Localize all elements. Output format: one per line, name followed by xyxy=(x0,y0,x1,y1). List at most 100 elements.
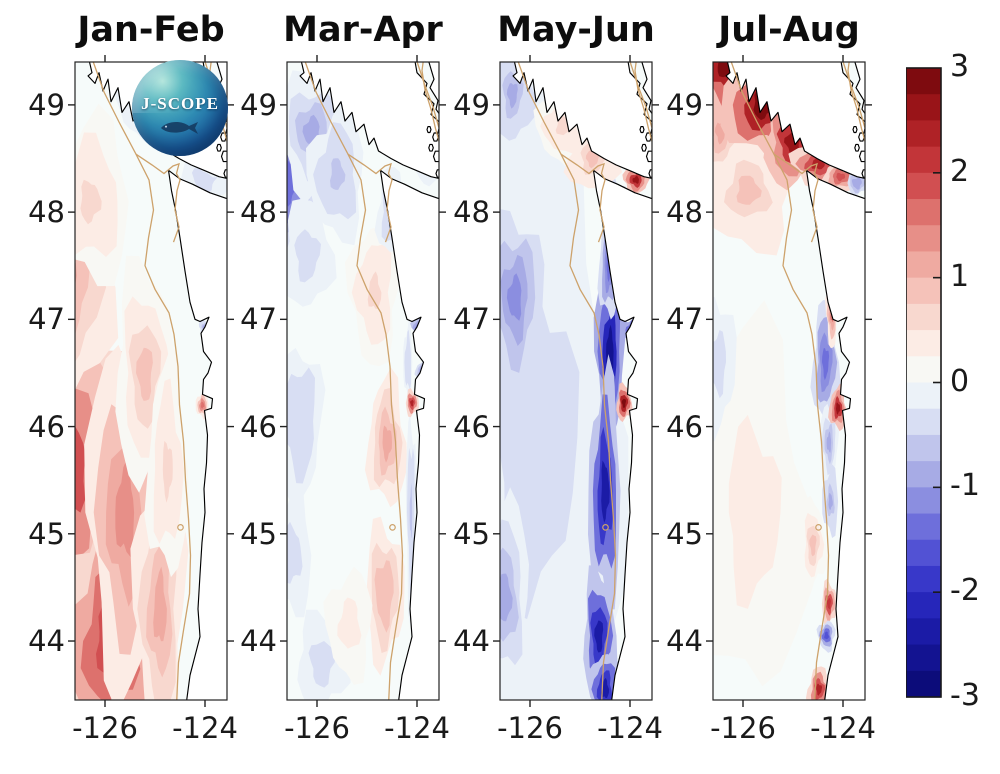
bathymetry-contour xyxy=(773,153,819,243)
bathymetry-contour xyxy=(92,62,192,700)
lat-tick-label: 49 xyxy=(240,87,277,122)
lat-tick-label: 47 xyxy=(453,302,490,337)
colorbar xyxy=(906,67,942,698)
panel-title-may-jun: May-Jun xyxy=(497,10,655,50)
coastline-mainland-bc xyxy=(428,62,439,115)
lon-tick-label: -126 xyxy=(72,711,138,745)
colorbar-band xyxy=(906,592,941,619)
axis-ticks xyxy=(280,55,446,707)
lat-tick-label: 47 xyxy=(28,302,65,337)
colorbar-band xyxy=(906,330,941,357)
map-layers xyxy=(75,62,227,700)
bathymetry-contour-loop xyxy=(177,524,184,531)
bathymetry-contour xyxy=(304,62,404,700)
lon-tick-label: -124 xyxy=(172,711,238,745)
bathymetry-contour xyxy=(416,62,439,143)
colorbar-tick-label: -3 xyxy=(950,678,980,713)
island xyxy=(854,143,860,152)
map-layers xyxy=(287,62,439,700)
island xyxy=(426,126,432,134)
lat-tick-label: 49 xyxy=(666,87,703,122)
lat-tick-label: 45 xyxy=(666,516,703,551)
lat-tick-label: 46 xyxy=(28,409,65,444)
colorbar-band xyxy=(906,172,941,200)
colorbar-band xyxy=(906,565,941,593)
colorbar-band xyxy=(906,382,941,410)
colorbar-band xyxy=(906,487,941,515)
bathymetry-contour xyxy=(517,62,617,700)
bathymetry-contour xyxy=(135,153,181,243)
lat-tick-label: 49 xyxy=(28,87,65,122)
map-canvas-jul-aug xyxy=(706,55,872,707)
map-layers xyxy=(500,62,652,700)
lat-tick-label: 44 xyxy=(453,624,490,659)
bathymetry-contour xyxy=(842,62,865,143)
colorbar-band xyxy=(906,303,941,331)
lat-tick-label: 44 xyxy=(28,624,65,659)
coastline-mainland-bc xyxy=(641,62,652,115)
lon-tick-label: -126 xyxy=(284,711,350,745)
lat-tick-label: 48 xyxy=(453,195,490,230)
map-panel-mar-apr xyxy=(278,53,448,709)
colorbar-band xyxy=(906,199,941,226)
bathymetry-contour-loop xyxy=(815,524,822,531)
colorbar-band xyxy=(906,434,941,462)
fish-icon xyxy=(161,122,198,134)
lon-tick-label: -124 xyxy=(810,711,876,745)
island xyxy=(639,126,645,134)
lat-tick-label: 46 xyxy=(666,409,703,444)
bathymetry-contour xyxy=(730,62,830,700)
lat-tick-label: 44 xyxy=(240,624,277,659)
axes-frame xyxy=(712,61,866,701)
colorbar-tick-label: 3 xyxy=(950,49,970,84)
lat-tick-label: 44 xyxy=(666,624,703,659)
lat-tick-label: 48 xyxy=(240,195,277,230)
island xyxy=(428,143,434,152)
map-canvas-jan-feb xyxy=(68,55,234,707)
colorbar-band xyxy=(906,356,941,384)
axes-frame xyxy=(499,61,653,701)
lat-tick-label: 47 xyxy=(666,302,703,337)
lat-tick-label: 48 xyxy=(28,195,65,230)
coastline-mainland-bc xyxy=(854,62,865,115)
colorbar-tick-label: 1 xyxy=(950,258,970,294)
colorbar-band xyxy=(906,408,941,436)
axis-ticks xyxy=(493,55,659,707)
colorbar-band xyxy=(906,120,941,148)
bathymetry-contour xyxy=(629,62,652,143)
bathymetry-contour-loop xyxy=(389,524,396,531)
lat-tick-label: 49 xyxy=(453,87,490,122)
map-layers xyxy=(713,62,865,700)
island xyxy=(861,169,865,178)
map-panel-jul-aug xyxy=(704,53,874,709)
bathymetry-contour xyxy=(560,153,606,243)
colorbar-tick-label: 2 xyxy=(950,153,970,189)
lat-tick-label: 45 xyxy=(453,516,490,551)
panel-title-jan-feb: Jan-Feb xyxy=(77,10,225,50)
lat-tick-label: 47 xyxy=(240,302,277,337)
panel-title-mar-apr: Mar-Apr xyxy=(283,10,443,50)
anomaly-field xyxy=(287,70,439,700)
map-canvas-mar-apr xyxy=(280,55,446,707)
logo-text: J-SCOPE xyxy=(141,94,219,113)
anomaly-field xyxy=(75,62,227,700)
island xyxy=(648,169,652,178)
colorbar-band xyxy=(906,94,941,122)
map-canvas-may-jun xyxy=(493,55,659,707)
map-panel-jan-feb xyxy=(66,53,236,709)
colorbar-tick-label: -2 xyxy=(950,573,980,609)
lon-tick-label: -124 xyxy=(384,711,450,745)
island xyxy=(223,169,227,178)
lon-tick-label: -124 xyxy=(597,711,663,745)
jscope-logo: J-SCOPE xyxy=(132,60,228,156)
axis-ticks xyxy=(706,55,872,707)
island xyxy=(852,126,858,134)
colorbar-band xyxy=(906,670,941,698)
lon-tick-label: -126 xyxy=(497,711,563,745)
colorbar-band xyxy=(906,225,941,253)
lon-tick-label: -126 xyxy=(710,711,776,745)
island xyxy=(435,169,439,178)
map-panel-may-jun xyxy=(491,53,661,709)
axes-frame xyxy=(74,61,228,701)
colorbar-band xyxy=(906,618,941,646)
